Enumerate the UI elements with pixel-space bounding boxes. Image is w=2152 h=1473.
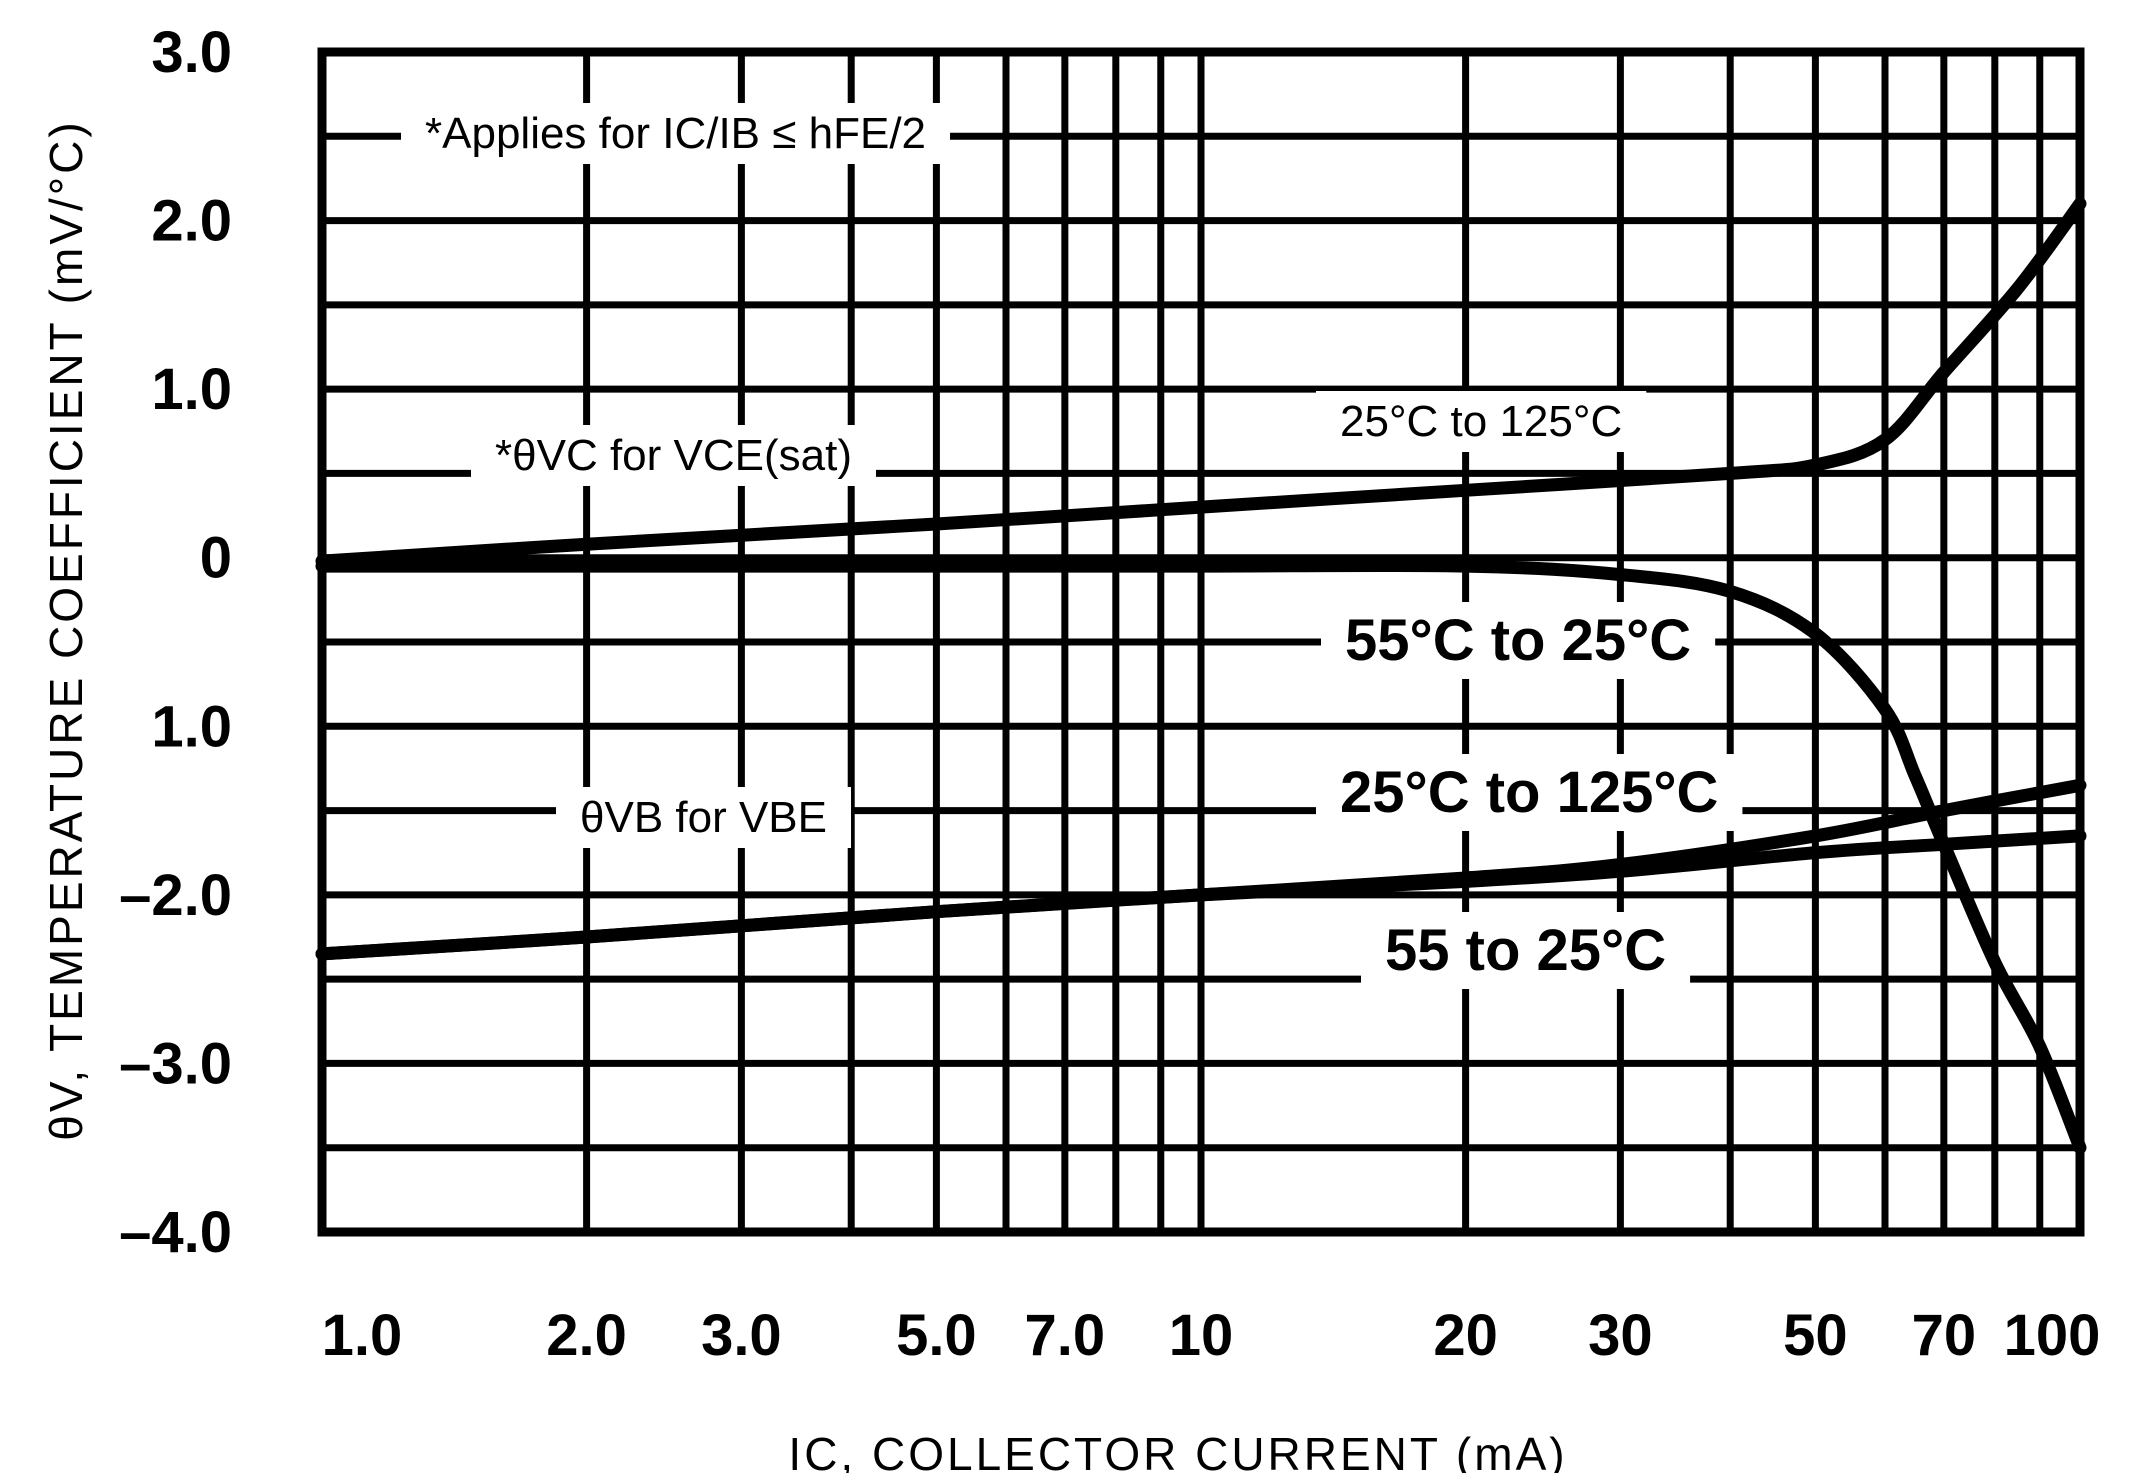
label-background xyxy=(1361,912,1691,989)
x-tick-label: 3.0 xyxy=(701,1303,782,1368)
y-tick-label: 1.0 xyxy=(151,694,232,759)
y-tick-label: –2.0 xyxy=(119,863,232,928)
annotation-applies: *Applies for IC/IB ≤ hFE/2 xyxy=(425,109,926,158)
y-tick-label: 2.0 xyxy=(151,189,232,254)
x-tick-label: 50 xyxy=(1783,1303,1848,1368)
y-tick-label: 3.0 xyxy=(151,20,232,85)
y-tick-labels: 3.0 2.0 1.0 0 1.0 –2.0 –3.0 –4.0 xyxy=(119,20,232,1265)
annotation-vc-group: *θVC for VCE(sat) xyxy=(495,431,852,480)
y-tick-label: –3.0 xyxy=(119,1031,232,1096)
y-axis-label: θV, TEMPERATURE COEFFICIENT (mV/°C) xyxy=(40,119,92,1140)
label-background xyxy=(1316,754,1743,831)
label-background xyxy=(1321,602,1716,679)
series-line-1 xyxy=(315,558,2087,1155)
x-tick-label: 30 xyxy=(1588,1303,1653,1368)
x-tick-label: 5.0 xyxy=(896,1303,977,1368)
label-background xyxy=(401,103,951,164)
x-tick-labels: 1.0 2.0 3.0 5.0 7.0 10 20 30 50 70 100 xyxy=(322,1303,2101,1368)
label-backgrounds xyxy=(401,103,1743,989)
series-line-3 xyxy=(315,829,2087,961)
y-tick-label: 1.0 xyxy=(151,357,232,422)
series-label-vc-25-125: 25°C to 125°C xyxy=(1340,397,1622,446)
label-background xyxy=(1316,391,1647,452)
x-tick-label: 2.0 xyxy=(546,1303,627,1368)
x-tick-label: 100 xyxy=(2004,1303,2101,1368)
y-tick-label: –4.0 xyxy=(119,1200,232,1265)
label-background xyxy=(471,425,876,486)
label-background xyxy=(556,787,852,848)
x-tick-label: 7.0 xyxy=(1025,1303,1106,1368)
annotation-vb-group: θVB for VBE xyxy=(580,793,827,842)
x-tick-label: 1.0 xyxy=(322,1303,403,1368)
series-label-vb-55-25: 55 to 25°C xyxy=(1385,918,1666,983)
series-label-vc-55-25: 55°C to 25°C xyxy=(1345,608,1691,673)
x-axis-label: IC, COLLECTOR CURRENT (mA) xyxy=(788,1428,1567,1473)
plot-frame xyxy=(317,47,2085,1237)
y-tick-label: 0 xyxy=(200,526,232,591)
series-line-0 xyxy=(315,197,2087,568)
x-tick-label: 10 xyxy=(1169,1303,1234,1368)
x-tick-label: 70 xyxy=(1912,1303,1977,1368)
series-label-vb-25-125: 25°C to 125°C xyxy=(1340,760,1718,825)
x-tick-label: 20 xyxy=(1433,1303,1498,1368)
curves xyxy=(315,197,2087,1155)
